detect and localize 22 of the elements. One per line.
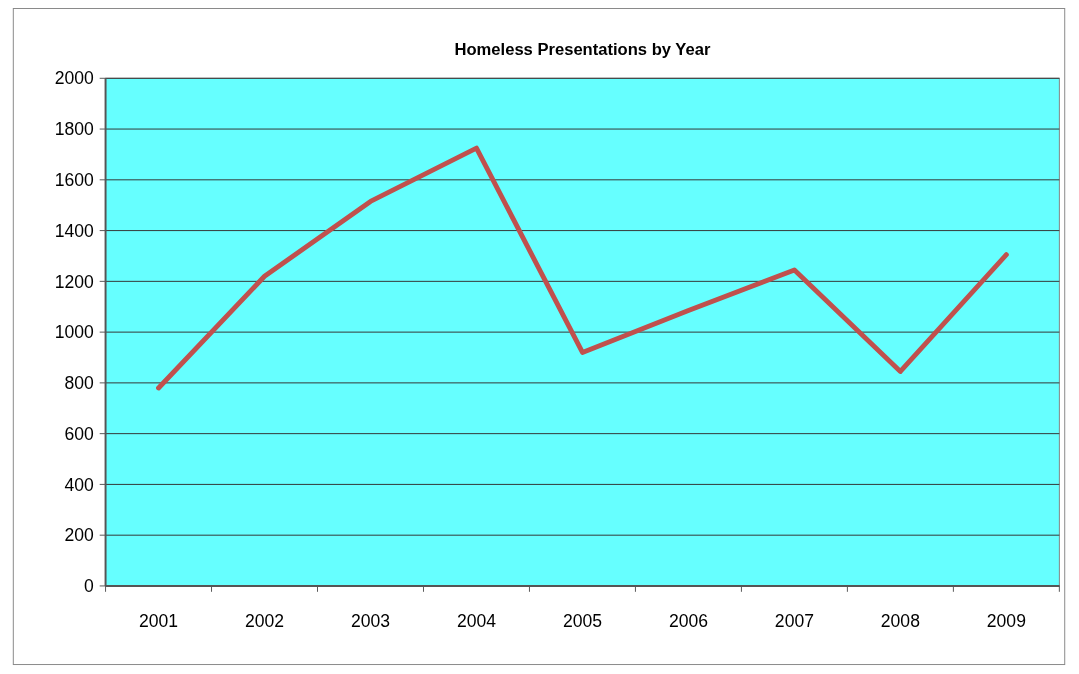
x-tick-label: 2004 xyxy=(456,610,497,631)
line-series xyxy=(156,145,1009,391)
x-tick-label: 2001 xyxy=(139,610,179,631)
y-tick-label: 2000 xyxy=(54,68,95,89)
x-tick-label: 2008 xyxy=(880,610,920,631)
y-tick-label: 1800 xyxy=(54,119,95,140)
y-tick-label: 1200 xyxy=(54,271,95,292)
x-tick-label: 2007 xyxy=(774,610,814,631)
x-tick-label: 2002 xyxy=(244,610,285,631)
chart-title: Homeless Presentations by Year xyxy=(454,39,711,59)
y-tick-label: 1400 xyxy=(54,220,95,241)
y-tick-label: 600 xyxy=(64,423,95,444)
y-tick-label: 1000 xyxy=(54,322,95,343)
y-tick-label: 0 xyxy=(84,576,95,597)
x-tick-label: 2005 xyxy=(562,610,603,631)
y-tick-label: 1600 xyxy=(54,169,95,190)
x-tick-label: 2009 xyxy=(986,610,1026,631)
x-tick-label: 2006 xyxy=(668,610,708,631)
y-tick-label: 200 xyxy=(64,525,95,546)
y-tick-label: 400 xyxy=(64,474,95,495)
x-tick-label: 2003 xyxy=(350,610,391,631)
y-tick-label: 800 xyxy=(64,373,95,394)
